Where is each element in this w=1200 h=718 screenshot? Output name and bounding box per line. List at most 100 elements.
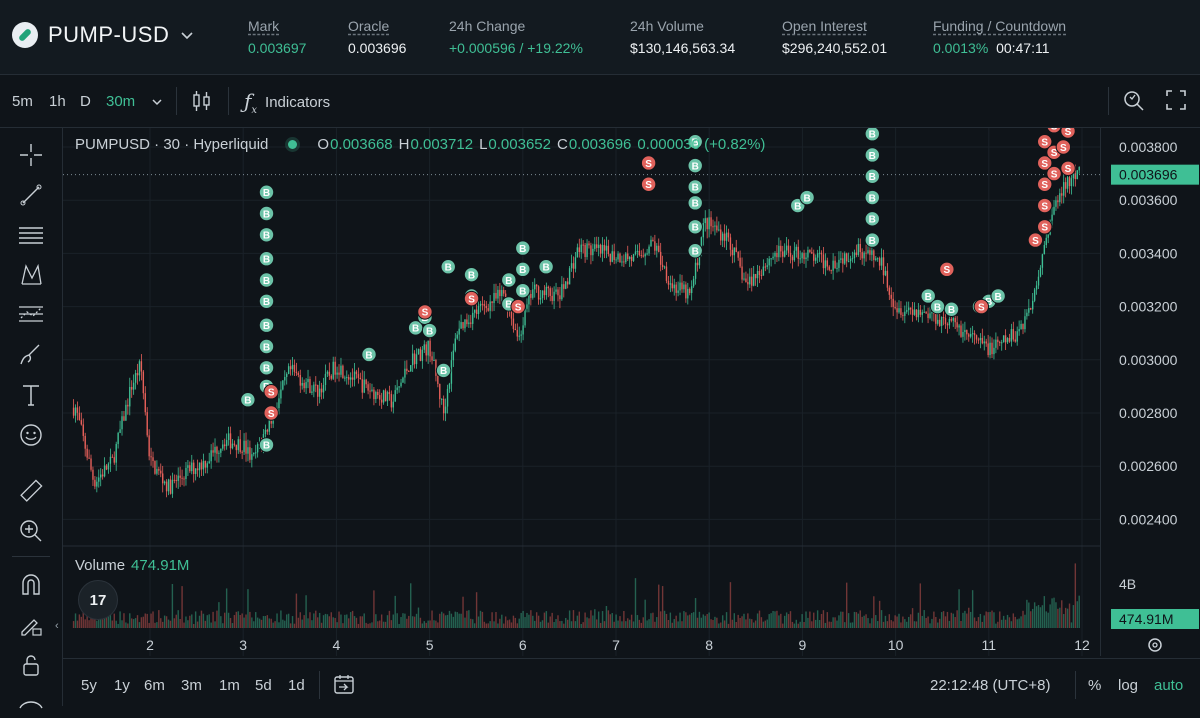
open-interest-label[interactable]: Open Interest xyxy=(782,18,867,34)
candle-body xyxy=(640,255,643,257)
candle-body xyxy=(566,281,569,285)
candle-body xyxy=(760,274,763,276)
volume-bar xyxy=(838,615,840,628)
candlestick-type-icon[interactable] xyxy=(191,89,213,113)
horizontal-lines-icon[interactable] xyxy=(16,220,46,250)
volume-bar xyxy=(342,623,344,628)
symbol-selector[interactable]: PUMP-USD xyxy=(12,22,195,48)
brush-icon[interactable] xyxy=(16,340,46,370)
volume-bar xyxy=(152,611,154,628)
text-tool-icon[interactable] xyxy=(16,380,46,410)
volume-bar xyxy=(927,616,929,628)
range-1d[interactable]: 1d xyxy=(288,677,305,694)
funding-label[interactable]: Funding / Countdown xyxy=(933,18,1067,34)
eye-icon[interactable] xyxy=(16,688,46,718)
volume-bar xyxy=(555,619,557,628)
volume-bar xyxy=(160,618,162,628)
volume-bar xyxy=(890,620,892,628)
oracle-label[interactable]: Oracle xyxy=(348,18,390,34)
volume-bar xyxy=(836,620,838,628)
emoji-icon[interactable] xyxy=(16,420,46,450)
candle-body xyxy=(78,412,81,421)
volume-bar xyxy=(675,615,677,628)
volume-bar xyxy=(764,620,767,628)
goto-date-icon[interactable] xyxy=(332,672,356,696)
legend-change: 0.000030 (+0.82%) xyxy=(637,136,766,153)
candle-body xyxy=(681,282,683,290)
volume-bar xyxy=(609,614,611,628)
sell-marker: S xyxy=(939,261,955,278)
volume-bar xyxy=(485,623,487,628)
gear-hub xyxy=(1152,642,1158,648)
volume-bar xyxy=(968,607,970,628)
trendline-icon[interactable] xyxy=(16,180,46,210)
settings-gear-icon[interactable] xyxy=(1148,638,1162,652)
volume-bar xyxy=(623,611,625,628)
volume-bar xyxy=(737,614,739,628)
prediction-icon[interactable] xyxy=(16,300,46,330)
volume-legend: Volume 474.91M xyxy=(75,557,189,574)
volume-bar xyxy=(1059,607,1061,628)
lock-drawing-icon[interactable] xyxy=(16,610,46,640)
zoom-in-icon[interactable] xyxy=(16,516,46,546)
volume-bar xyxy=(995,623,997,628)
magnet-icon[interactable] xyxy=(16,570,46,600)
candle-body xyxy=(429,340,431,357)
volume-bar xyxy=(663,610,666,628)
candle-body xyxy=(902,314,904,316)
range-1y[interactable]: 1y xyxy=(114,677,130,694)
clock-timezone[interactable]: 22:12:48 (UTC+8) xyxy=(930,677,1051,694)
range-5y[interactable]: 5y xyxy=(81,677,97,694)
timeframe-1h[interactable]: 1h xyxy=(49,93,66,110)
timeframe-30m[interactable]: 30m xyxy=(106,93,136,110)
ruler-icon[interactable] xyxy=(16,476,46,506)
candle-body xyxy=(165,481,168,492)
volume-bar xyxy=(442,613,445,628)
tradingview-logo[interactable]: 17 xyxy=(78,580,118,620)
candle-body xyxy=(194,468,197,474)
marker-label: B xyxy=(505,300,512,311)
candle-body xyxy=(117,432,119,444)
pattern-icon[interactable] xyxy=(16,260,46,290)
fullscreen-icon[interactable] xyxy=(1165,89,1187,111)
mark-label[interactable]: Mark xyxy=(248,18,280,34)
candle-body xyxy=(679,282,681,291)
volume-bar xyxy=(493,621,495,628)
candle-body xyxy=(741,266,743,280)
candle-body xyxy=(229,433,232,449)
range-1m[interactable]: 1m xyxy=(219,677,240,694)
lock-icon[interactable] xyxy=(16,650,46,680)
collapse-toolbar-icon[interactable]: ‹ xyxy=(55,620,59,632)
marker-circle xyxy=(864,211,880,227)
volume-bar xyxy=(239,615,241,628)
range-6m[interactable]: 6m xyxy=(144,677,165,694)
candle-body xyxy=(444,406,447,414)
range-3m[interactable]: 3m xyxy=(181,677,202,694)
volume-bar xyxy=(315,610,317,628)
quick-search-icon[interactable] xyxy=(1122,88,1146,112)
volume-bar xyxy=(1074,563,1077,628)
volume-bar xyxy=(408,615,410,628)
volume-bar xyxy=(929,623,931,628)
range-5d[interactable]: 5d xyxy=(255,677,272,694)
marker-circle xyxy=(515,261,531,278)
volume-bar xyxy=(103,612,106,628)
volume-bar xyxy=(960,620,962,628)
timeframe-5m[interactable]: 5m xyxy=(12,93,33,110)
candle-body xyxy=(421,349,424,361)
timeframe-d[interactable]: D xyxy=(80,93,91,110)
candle-body xyxy=(1055,200,1057,207)
marker-label: S xyxy=(1051,148,1058,159)
auto-scale-toggle[interactable]: auto xyxy=(1154,677,1184,694)
volume-bar xyxy=(270,618,272,628)
percent-scale-toggle[interactable]: % xyxy=(1088,677,1102,694)
candle-body xyxy=(1020,323,1022,330)
indicators-button[interactable]: ƒx Indicators xyxy=(244,89,330,116)
price-axis[interactable]: 0.003800 0.003600 0.003400 0.003200 0.003000… xyxy=(1100,128,1200,656)
marker-circle xyxy=(463,290,480,307)
log-scale-toggle[interactable]: log xyxy=(1118,677,1139,694)
buy-marker: B xyxy=(687,179,703,195)
crosshair-icon[interactable] xyxy=(16,140,46,170)
timeframe-dropdown-icon[interactable] xyxy=(151,97,163,107)
